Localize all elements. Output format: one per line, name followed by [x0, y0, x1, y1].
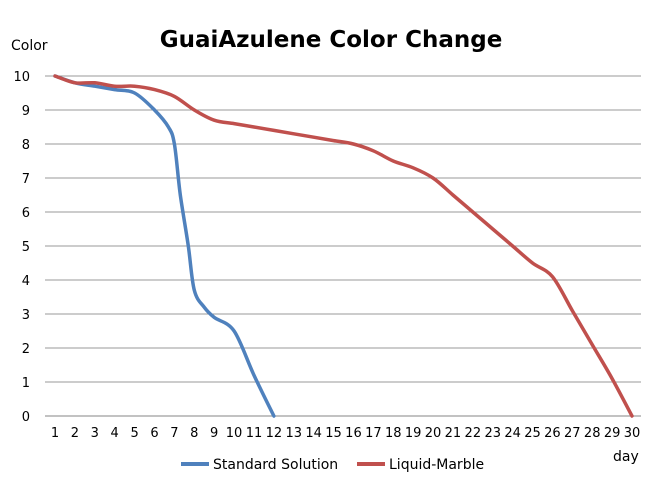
gridlines: [45, 75, 641, 417]
y-tick-label: 2: [22, 342, 30, 357]
x-tick-label: 4: [111, 426, 119, 441]
x-tick-label: 9: [210, 426, 218, 441]
x-tick-label: 27: [564, 426, 581, 441]
x-tick-label: 25: [524, 426, 541, 441]
legend-label: Standard Solution: [213, 457, 338, 473]
x-tick-label: 8: [190, 426, 198, 441]
y-tick-label: 5: [22, 240, 30, 255]
x-tick-label: 13: [285, 426, 302, 441]
x-tick-label: 14: [305, 426, 322, 441]
x-tick-label: 2: [71, 426, 79, 441]
x-tick-label: 7: [170, 426, 178, 441]
x-tick-label: 19: [405, 426, 422, 441]
y-tick-label: 3: [22, 308, 30, 323]
y-tick-label: 9: [22, 104, 30, 119]
y-tick-label: 1: [22, 376, 30, 391]
y-tick-label: 10: [13, 70, 30, 85]
x-tick-label: 1: [51, 426, 59, 441]
x-tick-label: 30: [624, 426, 641, 441]
x-tick-label: 10: [226, 426, 243, 441]
x-tick-label: 6: [150, 426, 158, 441]
x-axis-label: day: [613, 449, 639, 465]
x-tick-label: 12: [266, 426, 283, 441]
x-tick-label: 5: [130, 426, 138, 441]
x-tick-label: 15: [325, 426, 342, 441]
y-tick-label: 0: [22, 410, 30, 425]
y-tick-labels: 0 1 2 3 4 5 6 7 8 9 10: [13, 70, 30, 425]
x-tick-label: 29: [604, 426, 621, 441]
y-tick-label: 7: [22, 172, 30, 187]
x-tick-label: 16: [345, 426, 362, 441]
legend: Standard Solution Liquid-Marble: [181, 457, 484, 473]
x-tick-label: 11: [246, 426, 263, 441]
x-tick-label: 22: [465, 426, 482, 441]
x-tick-label: 24: [504, 426, 521, 441]
x-tick-label: 20: [425, 426, 442, 441]
x-tick-label: 18: [385, 426, 402, 441]
x-tick-label: 23: [484, 426, 501, 441]
series-lines: [53, 74, 634, 418]
y-tick-label: 6: [22, 206, 30, 221]
y-tick-label: 4: [22, 274, 30, 289]
series-line-liquid-marble: [53, 74, 634, 418]
x-tick-label: 3: [91, 426, 99, 441]
x-tick-label: 28: [584, 426, 601, 441]
series-line-standard-solution: [53, 74, 276, 418]
y-tick-label: 8: [22, 138, 30, 153]
x-tick-label: 26: [544, 426, 561, 441]
legend-label: Liquid-Marble: [389, 457, 484, 473]
x-tick-label: 17: [365, 426, 382, 441]
y-axis-label: Color: [11, 38, 48, 54]
x-tick-label: 21: [445, 426, 462, 441]
x-tick-labels: 1 2 3 4 5 6 7 8 9 10 11 12 13 14 15 16 17 18 19 20 21 22 23 24 2…: [51, 426, 640, 441]
chart-title: GuaiAzulene Color Change: [160, 27, 503, 53]
